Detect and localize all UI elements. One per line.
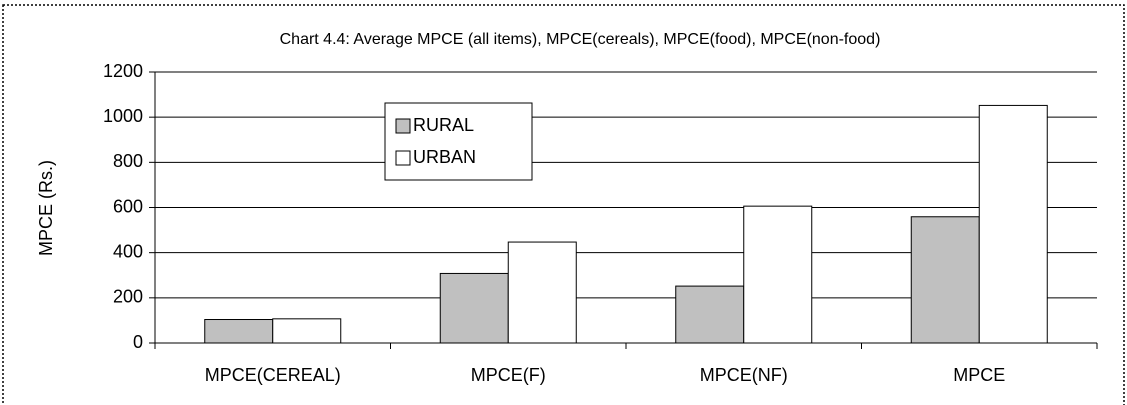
legend-swatch xyxy=(395,118,411,134)
y-tick-label: 0 xyxy=(133,332,143,352)
bar xyxy=(978,104,1048,344)
bar xyxy=(439,272,509,344)
bar xyxy=(272,318,342,344)
frame xyxy=(2,4,1125,405)
x-tick-label: MPCE xyxy=(953,365,1005,385)
legend-swatch xyxy=(395,150,411,166)
bar xyxy=(507,241,577,344)
x-tick-label: MPCE(CEREAL) xyxy=(205,365,341,385)
x-tick-label: MPCE(NF) xyxy=(700,365,788,385)
chart-title: Chart 4.4: Average MPCE (all items), MPC… xyxy=(280,31,881,48)
y-tick-label: 600 xyxy=(113,196,143,216)
bar xyxy=(910,216,980,344)
legend-label: RURAL xyxy=(413,115,474,135)
x-tick-label: MPCE(F) xyxy=(471,365,546,385)
bar xyxy=(675,285,745,344)
y-tick-label: 1000 xyxy=(103,106,143,126)
bar xyxy=(204,319,274,344)
legend-label: URBAN xyxy=(413,147,476,167)
y-tick-label: 200 xyxy=(113,287,143,307)
bar xyxy=(743,205,813,344)
y-axis-label: MPCE (Rs.) xyxy=(36,160,56,256)
y-tick-label: 800 xyxy=(113,151,143,171)
legend-box xyxy=(384,102,533,181)
y-tick-label: 400 xyxy=(113,241,143,261)
y-tick-label: 1200 xyxy=(103,61,143,81)
